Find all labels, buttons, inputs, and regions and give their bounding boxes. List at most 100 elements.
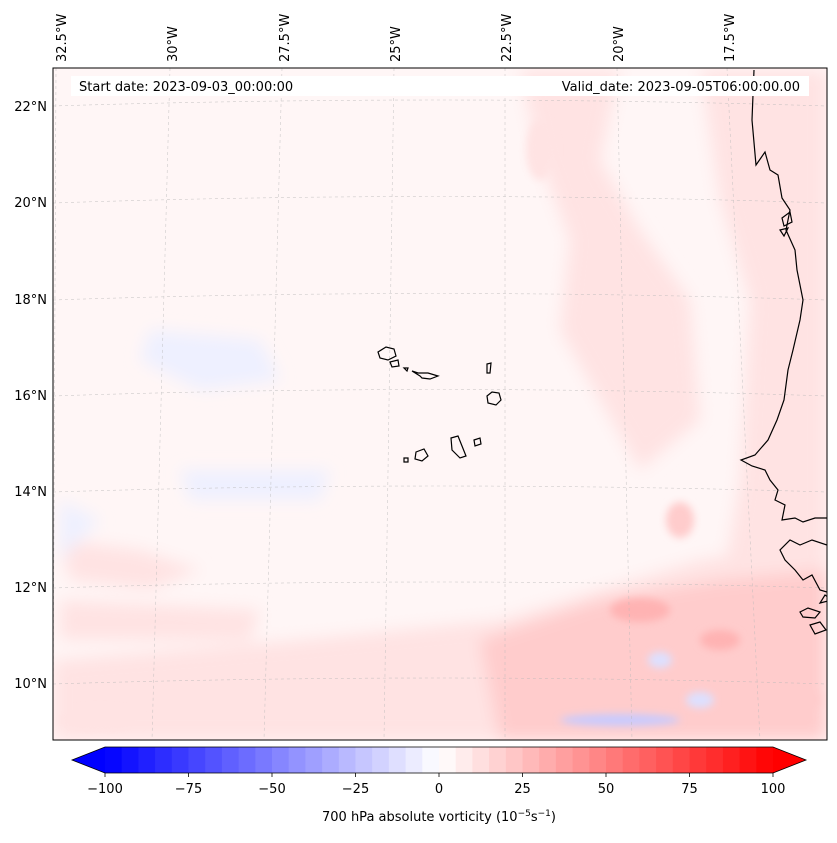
colorbar-label-text: 700 hPa absolute vorticity (10 <box>322 810 518 825</box>
island-santiago <box>450 435 467 459</box>
colorbar-ticks: −100 −75 −50 −25 0 25 50 75 100 <box>87 773 785 797</box>
coastline-guinea-bissau <box>779 539 827 593</box>
cape-verde-islands <box>377 346 502 463</box>
vorticity-cell-4 <box>760 686 820 714</box>
parallel-14n <box>53 485 827 493</box>
colorbar-cell <box>472 747 490 773</box>
colorbar-cell <box>422 747 440 773</box>
vorticity-streak-west <box>60 540 200 590</box>
colorbar-cell <box>589 747 607 773</box>
island-boa-vista <box>486 391 502 406</box>
coastline-sahara-inlet <box>779 210 793 238</box>
parallel-10n <box>53 677 827 685</box>
vorticity-field <box>53 68 827 740</box>
lat-label: 12°N <box>14 581 47 596</box>
map-panel: Start date: 2023-09-03_00:00:00 Valid_da… <box>52 67 828 741</box>
colorbar-cell <box>672 747 691 773</box>
vorticity-cell-6 <box>526 120 554 180</box>
island-brava <box>403 457 409 463</box>
colorbar-cell <box>656 747 674 773</box>
colorbar-cell <box>505 747 524 773</box>
colorbar-cell <box>522 747 540 773</box>
parallel-22n <box>53 99 827 107</box>
vorticity-cell-5 <box>60 710 140 730</box>
colorbar-tick-label: −75 <box>175 782 202 797</box>
colorbar-cells <box>105 747 774 773</box>
vorticity-blue-patch-3 <box>60 500 100 560</box>
colorbar-cell <box>305 747 323 773</box>
colorbar-cell <box>405 747 423 773</box>
colorbar-label-end: ) <box>551 810 556 825</box>
meridian-25w <box>383 68 395 740</box>
longitude-labels: 32.5°W 30°W 27.5°W 25°W 22.5°W 20°W 17.5… <box>55 14 738 62</box>
colorbar-cell <box>572 747 590 773</box>
colorbar-cell <box>338 747 357 773</box>
colorbar-cell <box>255 747 273 773</box>
colorbar-label-exp2: −1 <box>538 809 551 819</box>
vorticity-blue-patch-1 <box>140 330 280 390</box>
colorbar-cell <box>355 747 373 773</box>
vorticity-blue-cell-2 <box>648 652 672 668</box>
colorbar-tick-label: −100 <box>87 782 123 797</box>
colorbar-cell <box>121 747 139 773</box>
vorticity-blue-patch-2 <box>180 470 330 500</box>
colorbar-tick-label: 25 <box>514 782 531 797</box>
lon-label: 25°W <box>389 26 404 62</box>
vorticity-streak-west-2 <box>60 600 260 640</box>
colorbar-cell <box>706 747 724 773</box>
colorbar-cell <box>105 747 123 773</box>
lon-label: 27.5°W <box>278 14 293 62</box>
vorticity-blue-cell-1 <box>560 714 680 726</box>
vorticity-cell-1 <box>666 502 694 538</box>
colorbar-label-exp1: −5 <box>518 809 531 819</box>
colorbar-cell <box>138 747 156 773</box>
vorticity-plume-north <box>520 70 700 470</box>
meridian-27-5w <box>263 68 283 740</box>
island-sao-vicente <box>389 359 400 368</box>
lat-label: 16°N <box>14 389 47 404</box>
parallel-16n <box>53 389 827 397</box>
island-fogo <box>414 448 429 462</box>
colorbar-tick-label: 100 <box>761 782 786 797</box>
vorticity-cell-2 <box>610 598 670 622</box>
parallel-18n <box>53 293 827 301</box>
colorbar-cell <box>689 747 707 773</box>
lat-label: 10°N <box>14 677 47 692</box>
lon-label: 17.5°W <box>723 14 738 62</box>
valid-date-label: Valid_date: 2023-09-05T06:00:00.00 <box>562 80 800 95</box>
coastline-islands-south <box>799 594 827 635</box>
colorbar-cell <box>155 747 173 773</box>
colorbar-extend-min <box>72 747 105 773</box>
colorbar-cell <box>171 747 190 773</box>
gridlines <box>53 68 827 740</box>
colorbar-cell <box>739 747 757 773</box>
colorbar-cell <box>272 747 290 773</box>
lat-label: 20°N <box>14 196 47 211</box>
colorbar-tick-label: −50 <box>258 782 285 797</box>
colorbar-tick-label: −25 <box>342 782 369 797</box>
meridian-30w <box>151 68 171 740</box>
colorbar-cell <box>555 747 574 773</box>
colorbar-cell <box>388 747 407 773</box>
lat-label: 14°N <box>14 485 47 500</box>
colorbar-cell <box>489 747 507 773</box>
colorbar-cell <box>205 747 223 773</box>
island-maio <box>473 437 482 447</box>
colorbar-cell <box>455 747 473 773</box>
info-banner <box>71 76 809 96</box>
colorbar-cell <box>606 747 624 773</box>
lon-label: 20°W <box>612 26 627 62</box>
colorbar-label: 700 hPa absolute vorticity (10−5s−1) <box>322 809 556 825</box>
colorbar-tick-label: 0 <box>435 782 443 797</box>
colorbar-cell <box>322 747 340 773</box>
start-date-label: Start date: 2023-09-03_00:00:00 <box>79 80 293 95</box>
meridian-20w <box>616 68 633 740</box>
colorbar-extend-max <box>773 747 806 773</box>
island-sao-nicolau <box>411 370 440 380</box>
colorbar-label-mid: s <box>531 810 538 825</box>
colorbar-cell <box>188 747 206 773</box>
colorbar-cell <box>639 747 657 773</box>
colorbar: −100 −75 −50 −25 0 25 50 75 100 700 hPa absolute… <box>70 746 808 825</box>
colorbar-cell <box>221 747 240 773</box>
colorbar-tick-label: 50 <box>598 782 615 797</box>
